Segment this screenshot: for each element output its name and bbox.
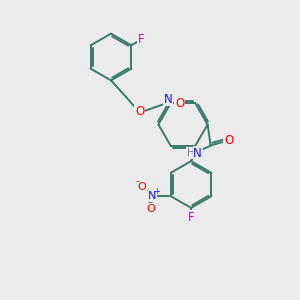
Text: N: N: [148, 191, 156, 201]
Text: N: N: [193, 146, 202, 160]
Text: F: F: [138, 33, 144, 46]
Text: F: F: [188, 211, 194, 224]
Text: O: O: [146, 204, 155, 214]
Text: O: O: [137, 182, 146, 192]
Text: H: H: [187, 148, 194, 158]
Text: O: O: [135, 105, 144, 119]
Text: O: O: [175, 97, 184, 110]
Text: N: N: [164, 93, 173, 106]
Text: +: +: [153, 187, 160, 196]
Text: -: -: [136, 176, 139, 187]
Text: O: O: [224, 134, 233, 148]
